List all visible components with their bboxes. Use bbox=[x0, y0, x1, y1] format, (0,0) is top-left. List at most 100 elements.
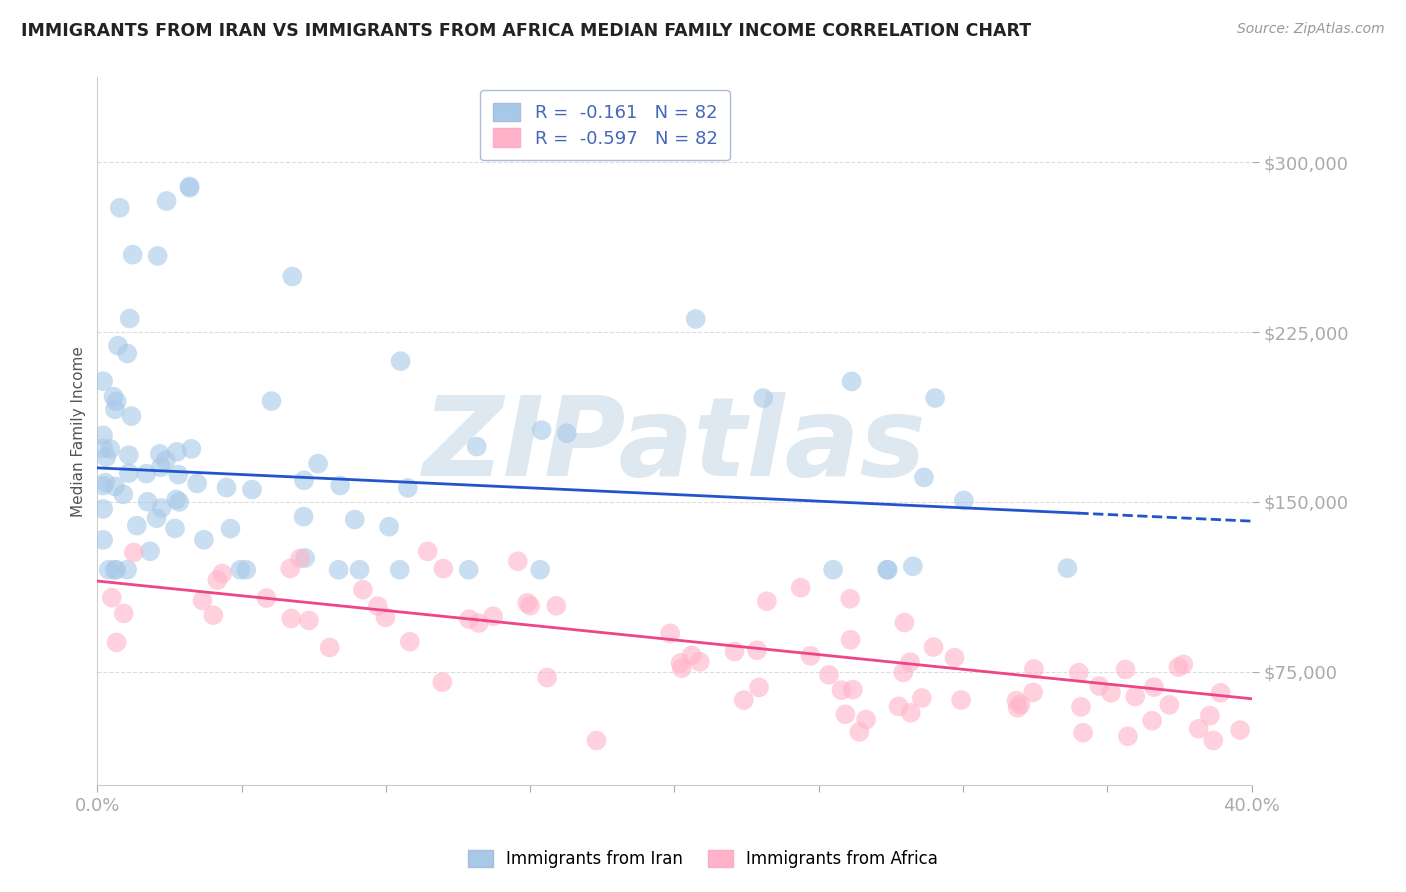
Point bbox=[1056, 561, 1078, 575]
Point bbox=[669, 656, 692, 670]
Point bbox=[211, 566, 233, 581]
Point bbox=[839, 591, 862, 606]
Point bbox=[91, 502, 114, 516]
Point bbox=[922, 640, 945, 654]
Point bbox=[107, 338, 129, 352]
Point bbox=[752, 391, 775, 405]
Point bbox=[755, 594, 778, 608]
Point bbox=[396, 481, 419, 495]
Point bbox=[887, 699, 910, 714]
Point bbox=[723, 644, 745, 658]
Point bbox=[281, 269, 304, 284]
Point bbox=[169, 495, 191, 509]
Point bbox=[1099, 686, 1122, 700]
Point bbox=[117, 346, 139, 360]
Point bbox=[911, 690, 934, 705]
Point bbox=[374, 610, 396, 624]
Point bbox=[893, 615, 915, 630]
Point bbox=[307, 457, 329, 471]
Point bbox=[202, 608, 225, 623]
Point bbox=[121, 247, 143, 261]
Point bbox=[876, 563, 898, 577]
Point bbox=[389, 354, 412, 368]
Point bbox=[1229, 723, 1251, 737]
Point bbox=[898, 655, 921, 669]
Point bbox=[98, 442, 121, 456]
Point bbox=[1007, 700, 1029, 714]
Point bbox=[145, 511, 167, 525]
Point bbox=[416, 544, 439, 558]
Point bbox=[329, 478, 352, 492]
Point bbox=[799, 648, 821, 663]
Point bbox=[256, 591, 278, 605]
Point bbox=[1143, 680, 1166, 694]
Point bbox=[789, 581, 811, 595]
Point bbox=[229, 563, 252, 577]
Point bbox=[155, 194, 177, 208]
Point bbox=[180, 442, 202, 456]
Point bbox=[536, 671, 558, 685]
Point bbox=[530, 423, 553, 437]
Text: ZIPatlas: ZIPatlas bbox=[423, 392, 927, 499]
Point bbox=[104, 402, 127, 417]
Point bbox=[745, 643, 768, 657]
Point bbox=[506, 554, 529, 568]
Point bbox=[1010, 698, 1032, 712]
Point bbox=[135, 467, 157, 481]
Point bbox=[97, 563, 120, 577]
Point bbox=[122, 545, 145, 559]
Point bbox=[519, 599, 541, 613]
Point bbox=[118, 311, 141, 326]
Point bbox=[432, 675, 454, 690]
Point bbox=[398, 634, 420, 648]
Point bbox=[104, 479, 127, 493]
Point bbox=[352, 582, 374, 597]
Point bbox=[468, 615, 491, 630]
Point bbox=[1209, 686, 1232, 700]
Point bbox=[378, 519, 401, 533]
Point bbox=[681, 648, 703, 663]
Point bbox=[1115, 663, 1137, 677]
Point bbox=[120, 409, 142, 424]
Point bbox=[91, 442, 114, 456]
Point bbox=[388, 563, 411, 577]
Text: Source: ZipAtlas.com: Source: ZipAtlas.com bbox=[1237, 22, 1385, 37]
Point bbox=[830, 683, 852, 698]
Point bbox=[659, 626, 682, 640]
Point bbox=[367, 599, 389, 613]
Point bbox=[179, 179, 201, 194]
Point bbox=[240, 483, 263, 497]
Point bbox=[112, 607, 135, 621]
Point bbox=[1067, 665, 1090, 680]
Point bbox=[219, 522, 242, 536]
Point bbox=[288, 551, 311, 566]
Point bbox=[465, 440, 488, 454]
Point bbox=[1116, 729, 1139, 743]
Point bbox=[104, 563, 127, 577]
Point bbox=[689, 655, 711, 669]
Point bbox=[823, 563, 845, 577]
Point bbox=[1188, 722, 1211, 736]
Point bbox=[671, 661, 693, 675]
Point bbox=[1198, 708, 1220, 723]
Point bbox=[91, 478, 114, 492]
Point bbox=[950, 693, 973, 707]
Point bbox=[280, 611, 302, 625]
Point bbox=[149, 460, 172, 475]
Point bbox=[855, 713, 877, 727]
Point bbox=[458, 612, 481, 626]
Point bbox=[943, 650, 966, 665]
Point bbox=[457, 563, 479, 577]
Point bbox=[118, 448, 141, 462]
Point bbox=[186, 476, 208, 491]
Point bbox=[96, 450, 118, 465]
Point bbox=[482, 609, 505, 624]
Point bbox=[118, 466, 141, 480]
Point bbox=[953, 493, 976, 508]
Point bbox=[834, 707, 856, 722]
Point bbox=[842, 682, 865, 697]
Point bbox=[1005, 693, 1028, 707]
Point bbox=[1159, 698, 1181, 712]
Point bbox=[146, 249, 169, 263]
Point bbox=[292, 474, 315, 488]
